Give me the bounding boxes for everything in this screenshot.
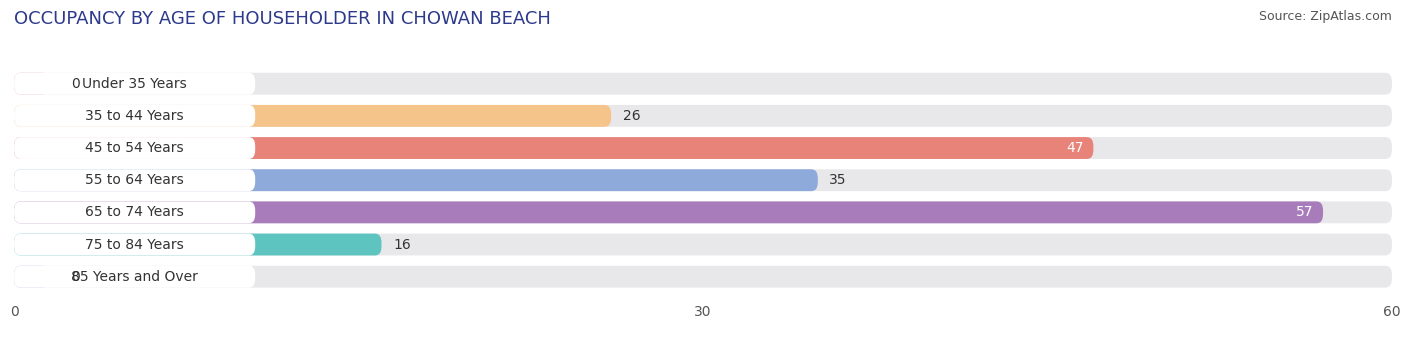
Text: 55 to 64 Years: 55 to 64 Years <box>86 173 184 187</box>
FancyBboxPatch shape <box>14 105 1392 127</box>
Text: 0: 0 <box>72 270 80 284</box>
FancyBboxPatch shape <box>14 201 256 223</box>
Text: 85 Years and Over: 85 Years and Over <box>72 270 198 284</box>
FancyBboxPatch shape <box>14 169 818 191</box>
Text: 75 to 84 Years: 75 to 84 Years <box>86 238 184 252</box>
Text: Source: ZipAtlas.com: Source: ZipAtlas.com <box>1258 10 1392 23</box>
Text: 45 to 54 Years: 45 to 54 Years <box>86 141 184 155</box>
Text: 35 to 44 Years: 35 to 44 Years <box>86 109 184 123</box>
FancyBboxPatch shape <box>14 105 612 127</box>
FancyBboxPatch shape <box>14 73 48 95</box>
Text: 57: 57 <box>1296 205 1313 219</box>
FancyBboxPatch shape <box>14 266 1392 288</box>
Text: OCCUPANCY BY AGE OF HOUSEHOLDER IN CHOWAN BEACH: OCCUPANCY BY AGE OF HOUSEHOLDER IN CHOWA… <box>14 10 551 28</box>
FancyBboxPatch shape <box>14 234 381 255</box>
FancyBboxPatch shape <box>14 137 1392 159</box>
FancyBboxPatch shape <box>14 234 1392 255</box>
FancyBboxPatch shape <box>14 105 256 127</box>
FancyBboxPatch shape <box>14 169 256 191</box>
Text: 26: 26 <box>623 109 640 123</box>
FancyBboxPatch shape <box>14 266 48 288</box>
FancyBboxPatch shape <box>14 201 1392 223</box>
FancyBboxPatch shape <box>14 137 256 159</box>
FancyBboxPatch shape <box>14 137 1094 159</box>
FancyBboxPatch shape <box>14 201 1323 223</box>
Text: 65 to 74 Years: 65 to 74 Years <box>86 205 184 219</box>
FancyBboxPatch shape <box>14 169 1392 191</box>
Text: 16: 16 <box>394 238 411 252</box>
FancyBboxPatch shape <box>14 73 256 95</box>
Text: 35: 35 <box>830 173 846 187</box>
Text: Under 35 Years: Under 35 Years <box>82 77 187 91</box>
FancyBboxPatch shape <box>14 234 256 255</box>
Text: 47: 47 <box>1067 141 1084 155</box>
Text: 0: 0 <box>72 77 80 91</box>
FancyBboxPatch shape <box>14 266 256 288</box>
FancyBboxPatch shape <box>14 73 1392 95</box>
